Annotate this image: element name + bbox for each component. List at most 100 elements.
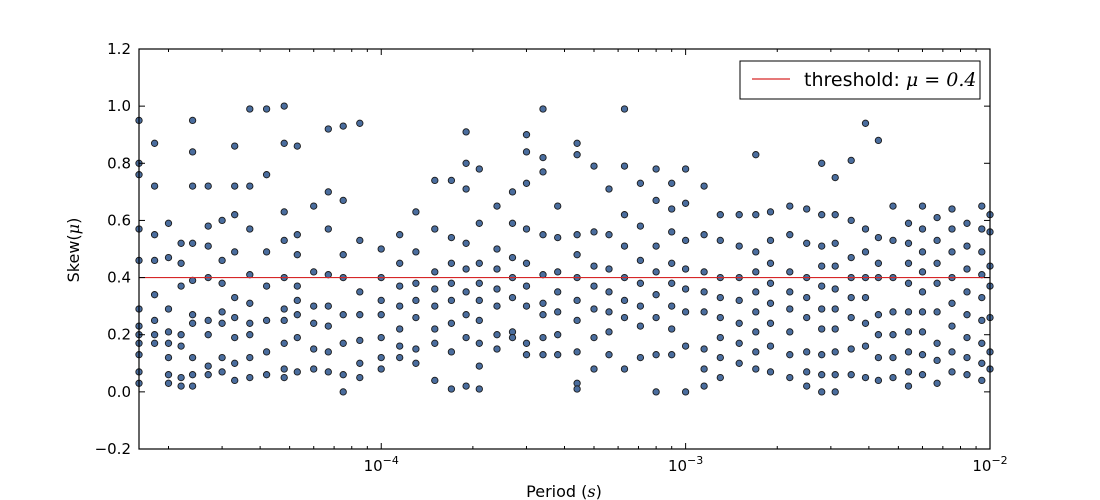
x-axis: 10−4 10−3 10−2: [167, 49, 1008, 475]
data-point: [522, 148, 531, 156]
data-point: [150, 182, 159, 190]
data-point: [293, 311, 301, 319]
data-point: [462, 265, 470, 273]
data-point: [522, 225, 531, 233]
data-point: [874, 233, 883, 242]
data-point: [668, 228, 676, 236]
data-point: [150, 291, 159, 299]
data-point: [204, 222, 212, 230]
data-point: [904, 382, 913, 390]
data-point: [462, 288, 470, 296]
data-point: [218, 319, 226, 327]
data-point: [752, 348, 760, 356]
data-point: [652, 268, 660, 276]
data-point: [177, 239, 185, 247]
data-point: [150, 339, 159, 347]
data-point: [339, 196, 347, 205]
data-point: [668, 259, 676, 267]
data-point: [262, 348, 271, 356]
data-point: [963, 311, 971, 319]
data-point: [861, 319, 870, 327]
data-point: [280, 305, 288, 313]
data-point: [874, 311, 883, 319]
data-point: [573, 316, 581, 325]
y-axis-label: Skew(μ): [64, 218, 83, 283]
data-point: [786, 202, 794, 210]
data-point: [818, 388, 826, 396]
data-point: [752, 248, 760, 256]
data-point: [700, 231, 708, 239]
data-point: [150, 331, 159, 339]
data-point: [412, 359, 420, 367]
data-point: [786, 231, 794, 239]
data-point: [573, 231, 581, 239]
data-point: [164, 253, 173, 262]
data-point: [681, 342, 690, 350]
data-point: [522, 351, 531, 359]
data-point: [590, 305, 598, 313]
data-point: [377, 296, 385, 305]
data-point: [188, 182, 197, 190]
data-point: [766, 259, 775, 267]
data-point: [462, 128, 470, 136]
data-point: [188, 353, 197, 362]
data-point: [766, 342, 775, 350]
data-point: [310, 268, 318, 276]
data-point: [831, 239, 839, 247]
data-point: [847, 156, 855, 165]
data-point: [904, 308, 913, 316]
data-point: [218, 256, 226, 265]
data-point: [831, 348, 839, 356]
data-point: [904, 348, 913, 356]
data-point: [431, 225, 439, 233]
data-point: [475, 385, 483, 393]
data-point: [978, 271, 986, 279]
data-point: [231, 313, 239, 322]
data-point: [412, 279, 420, 287]
data-point: [475, 296, 483, 305]
data-point: [681, 236, 690, 245]
y-tick-label: 0.4: [107, 269, 131, 287]
data-point: [280, 365, 288, 373]
data-point: [204, 316, 212, 325]
data-point: [700, 268, 708, 276]
data-point: [818, 242, 826, 250]
data-point: [681, 199, 690, 207]
data-point: [508, 333, 517, 342]
data-point: [948, 322, 956, 330]
data-point: [164, 353, 173, 362]
data-point: [681, 285, 690, 293]
data-point: [933, 259, 941, 267]
data-point: [218, 216, 226, 225]
data-point: [652, 242, 660, 250]
x-axis-label: Period (s): [526, 482, 602, 500]
data-point: [412, 248, 420, 256]
data-point: [522, 179, 531, 187]
data-point: [522, 302, 531, 310]
data-point: [605, 265, 613, 273]
data-point: [978, 359, 986, 367]
y-tick-label: 0.2: [107, 326, 131, 344]
data-point: [786, 305, 794, 313]
data-point: [847, 293, 855, 302]
data-point: [218, 308, 226, 316]
data-point: [636, 222, 645, 230]
data-point: [620, 242, 629, 250]
data-point: [786, 328, 794, 336]
data-point: [324, 188, 332, 196]
data-point: [431, 339, 439, 347]
data-point: [377, 365, 385, 373]
data-point: [716, 236, 724, 245]
data-point: [493, 245, 501, 253]
data-point: [978, 202, 986, 210]
data-point: [573, 296, 581, 305]
data-point: [177, 331, 185, 339]
y-tick-label: 0.6: [107, 211, 131, 229]
data-point: [310, 302, 318, 310]
data-point: [539, 153, 547, 162]
data-point: [522, 131, 531, 139]
data-point: [177, 259, 185, 267]
data-point: [188, 311, 197, 319]
data-point: [766, 368, 775, 376]
data-point: [681, 165, 690, 173]
